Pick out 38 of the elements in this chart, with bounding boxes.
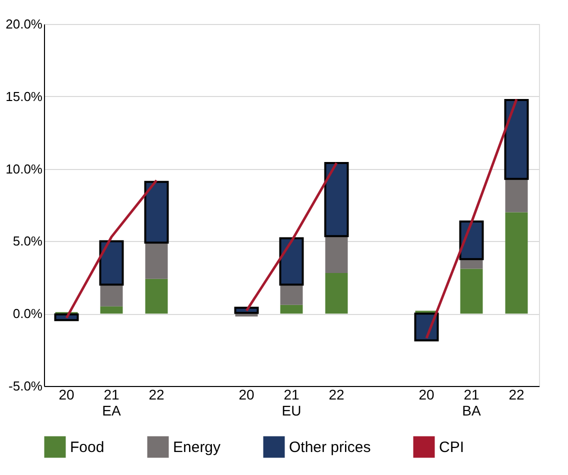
bar xyxy=(504,99,529,180)
y-tick-label: 0.0% xyxy=(12,306,43,322)
x-tick-label: 22 xyxy=(148,386,164,402)
bar xyxy=(325,273,348,314)
x-tick-label: 20 xyxy=(418,386,434,402)
y-tick-label: -5.0% xyxy=(8,378,43,394)
bar xyxy=(99,240,124,286)
bar xyxy=(505,178,528,212)
y-tick-label: 15.0% xyxy=(6,88,43,104)
y-tick-label: 10.0% xyxy=(6,161,43,176)
bar xyxy=(325,236,348,274)
legend-label: CPI xyxy=(439,439,464,456)
legend-label: Food xyxy=(70,439,104,456)
bar xyxy=(324,162,349,238)
bar xyxy=(460,268,483,314)
bar xyxy=(280,284,303,305)
bar xyxy=(54,313,79,322)
x-tick-label: 21 EA xyxy=(102,386,122,418)
bar xyxy=(144,180,169,244)
bar xyxy=(280,304,303,314)
bar xyxy=(100,306,123,314)
x-tick-label: 21 BA xyxy=(462,386,482,418)
x-tick-label: 20 xyxy=(58,386,74,402)
bar xyxy=(234,306,259,314)
bar xyxy=(100,284,123,306)
bar xyxy=(145,242,168,279)
bar xyxy=(145,278,168,314)
bar xyxy=(505,212,528,314)
x-tick-label: 22 xyxy=(508,386,524,402)
x-tick-label: 21 EU xyxy=(282,386,302,418)
legend-label: Energy xyxy=(173,439,222,456)
bar xyxy=(279,237,304,286)
x-tick-label: 20 xyxy=(238,386,254,402)
y-tick-label: 5.0% xyxy=(12,234,43,249)
x-tick-label: 22 xyxy=(328,386,344,402)
legend-label: Other prices xyxy=(289,439,371,456)
y-tick-label: 20.0% xyxy=(6,16,43,32)
bar xyxy=(459,220,484,260)
